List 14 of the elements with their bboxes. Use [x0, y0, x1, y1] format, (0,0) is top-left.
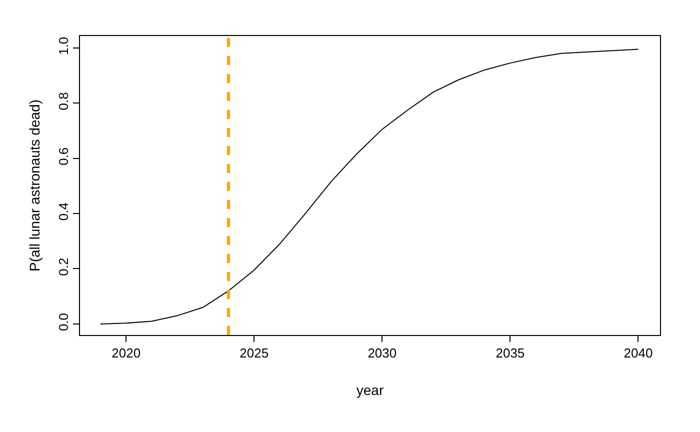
- x-tick-label: 2035: [496, 346, 525, 361]
- y-tick-label: 0.2: [56, 258, 71, 276]
- x-axis-title: year: [356, 382, 384, 398]
- y-tick-label: 0.0: [56, 312, 71, 332]
- x-tick-label: 2040: [624, 346, 653, 361]
- y-tick-label: 1.0: [56, 36, 71, 55]
- y-axis-title: P(all lunar astronauts dead): [26, 100, 42, 272]
- x-tick-label: 2020: [112, 346, 141, 361]
- x-tick-label: 2030: [368, 346, 397, 361]
- y-tick-label: 0.8: [56, 92, 71, 110]
- y-tick-label: 0.6: [56, 147, 71, 166]
- x-tick-label: 2025: [240, 346, 269, 361]
- y-tick-label: 0.4: [56, 202, 71, 221]
- line-series: [100, 48, 639, 324]
